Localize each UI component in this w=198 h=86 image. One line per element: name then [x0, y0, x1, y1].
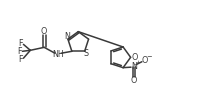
Text: N: N — [131, 62, 137, 71]
Text: O: O — [142, 56, 148, 65]
Text: −: − — [146, 54, 151, 60]
Text: F: F — [18, 39, 23, 48]
Text: +: + — [135, 60, 140, 65]
Text: O: O — [41, 27, 47, 36]
Text: NH: NH — [52, 50, 64, 59]
Text: S: S — [83, 49, 88, 58]
Text: F: F — [17, 47, 22, 56]
Text: O: O — [131, 76, 137, 85]
Text: F: F — [18, 55, 23, 64]
Text: N: N — [65, 32, 70, 41]
Text: O: O — [131, 53, 138, 62]
